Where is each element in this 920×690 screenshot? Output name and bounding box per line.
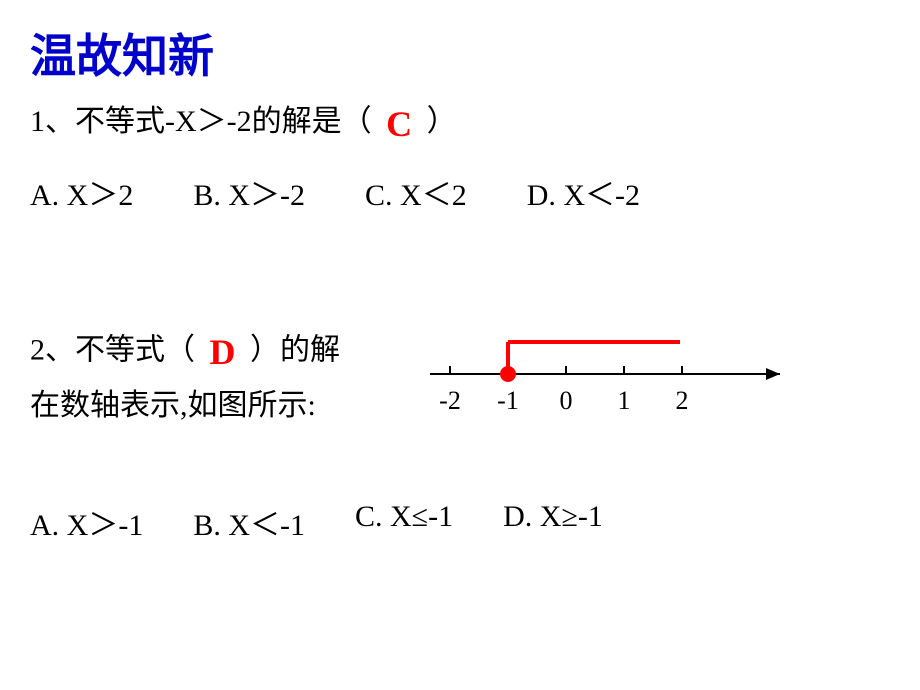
q2-option-d: D. X≥-1 — [503, 500, 603, 544]
svg-text:2: 2 — [676, 386, 689, 415]
svg-text:1: 1 — [618, 386, 631, 415]
q2-line2: 在数轴表示,如图所示: — [30, 389, 316, 422]
section-title: 温故知新 — [30, 20, 890, 86]
q1-prefix: 1、不等式-X＞-2的解是（ — [30, 105, 372, 138]
q2-option-b: B. X＜-1 — [193, 500, 305, 544]
question-1: 1、不等式-X＞-2的解是（ C ） — [30, 96, 890, 145]
numberline-diagram: -2 -1 0 1 2 — [420, 324, 800, 429]
q2-option-a: A. X＞-1 — [30, 500, 143, 544]
q2-option-c: C. X≤-1 — [355, 500, 453, 544]
svg-text:0: 0 — [560, 386, 573, 415]
q1-option-d: D. X＜-2 — [527, 170, 640, 214]
q2-answer: D — [203, 324, 243, 382]
q1-option-c: C. X＜2 — [365, 170, 467, 214]
q1-options: A. X＞2 B. X＞-2 C. X＜2 D. X＜-2 — [30, 170, 890, 214]
q1-option-b: B. X＞-2 — [193, 170, 305, 214]
q1-option-a: A. X＞2 — [30, 170, 133, 214]
question-2: 2、不等式（ D ）的解 在数轴表示,如图所示: -2 -1 0 1 2 A. X＞-1… — [30, 324, 890, 544]
numberline-svg: -2 -1 0 1 2 — [420, 324, 800, 424]
q1-answer: C — [379, 103, 419, 145]
svg-text:-1: -1 — [497, 386, 519, 415]
svg-text:-2: -2 — [439, 386, 461, 415]
q1-suffix: ） — [427, 105, 457, 138]
q2-options: A. X＞-1 B. X＜-1 C. X≤-1 D. X≥-1 — [30, 500, 890, 544]
q2-line1-suffix: ）的解 — [250, 334, 340, 367]
q2-line1-prefix: 2、不等式（ — [30, 334, 195, 367]
